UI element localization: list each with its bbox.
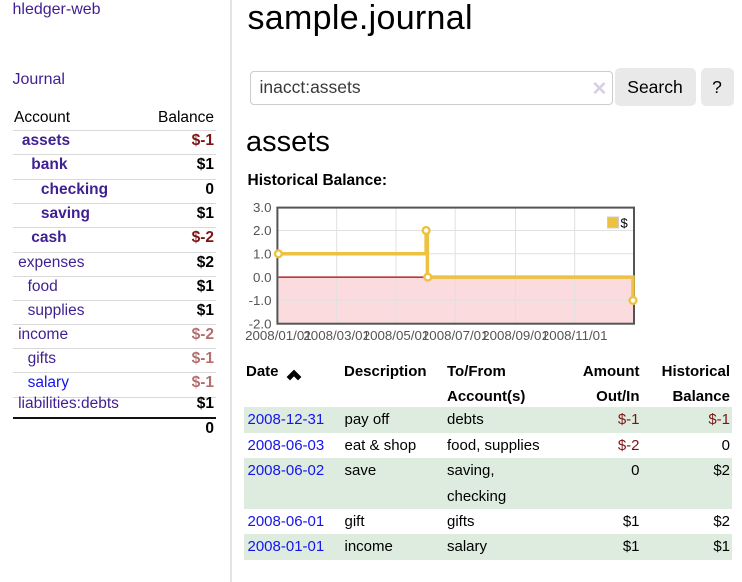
- svg-text:2008/09/01: 2008/09/01: [482, 328, 549, 343]
- svg-text:-1.0: -1.0: [249, 293, 272, 308]
- svg-text:2008/05/01: 2008/05/01: [363, 328, 430, 343]
- svg-text:1.0: 1.0: [253, 247, 272, 262]
- svg-text:3.0: 3.0: [253, 200, 272, 215]
- svg-text:2008/03/01: 2008/03/01: [303, 328, 370, 343]
- svg-text:2008/07/01: 2008/07/01: [422, 328, 489, 343]
- svg-text:$: $: [621, 216, 629, 231]
- svg-text:2008/11/01: 2008/11/01: [542, 328, 608, 343]
- svg-text:2.0: 2.0: [253, 223, 272, 238]
- svg-text:2008/01/01: 2008/01/01: [245, 328, 312, 343]
- svg-text:0.0: 0.0: [253, 270, 272, 285]
- svg-text:-2.0: -2.0: [249, 316, 272, 331]
